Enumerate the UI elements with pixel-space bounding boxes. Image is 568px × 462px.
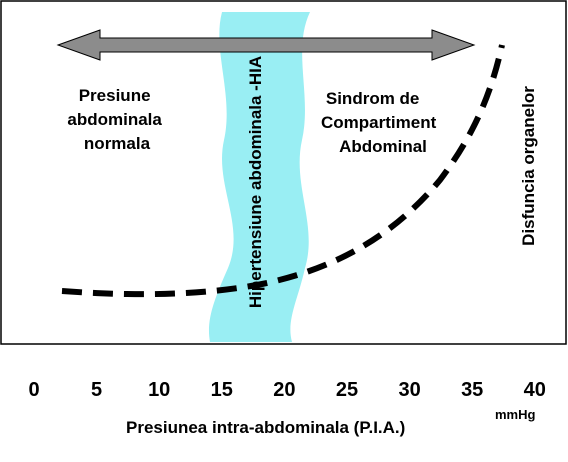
organ-dysfunction-label: Disfuncia organelor xyxy=(519,86,538,246)
range-arrow xyxy=(56,29,476,61)
sca-zone-label: Sindrom de Compartiment Abdominal xyxy=(321,89,441,156)
tick-label: 20 xyxy=(273,379,295,401)
axis-unit: mmHg xyxy=(495,407,536,422)
hia-label: Hipertensiune abdominala -HIA xyxy=(246,56,265,308)
tick-label: 15 xyxy=(211,379,233,401)
organ-dysfunction-curve xyxy=(61,44,505,298)
hia-band xyxy=(208,12,310,342)
tick-label: 25 xyxy=(336,379,358,401)
normal-zone-label: Presiune abdominala normala xyxy=(67,86,166,153)
tick-label: 40 xyxy=(524,379,546,401)
tick-label: 35 xyxy=(461,379,483,401)
tick-label: 30 xyxy=(398,379,420,401)
tick-label: 10 xyxy=(148,379,170,401)
tick-label: 5 xyxy=(91,379,102,401)
tick-label: 0 xyxy=(28,379,39,401)
pressure-ticks: 0 5 10 15 20 25 30 35 40 xyxy=(28,379,545,401)
axis-label: Presiunea intra-abdominala (P.I.A.) xyxy=(126,418,405,437)
